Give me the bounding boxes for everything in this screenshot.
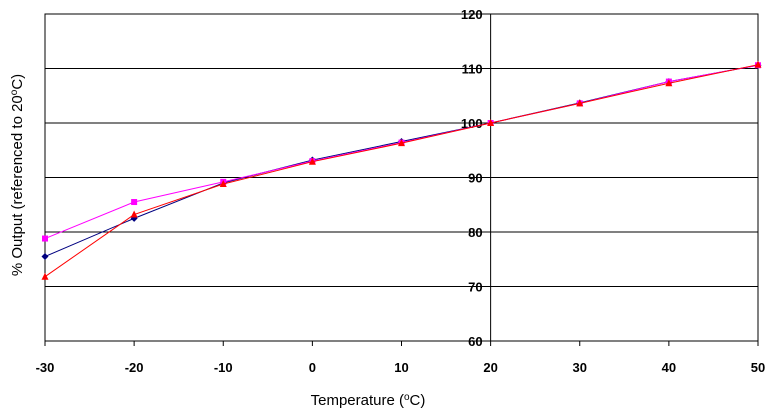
data-point: [42, 235, 48, 242]
y-tick-label: 110: [462, 62, 483, 77]
y-tick-label: 70: [468, 280, 482, 295]
series-1: [41, 61, 762, 261]
grid-lines: [45, 68, 758, 287]
data-point: [754, 60, 762, 68]
y-axis-ticks: 60 70 80 90 100 110 120: [461, 7, 491, 349]
series-layer: [41, 60, 762, 280]
y-tick-label: 100: [461, 116, 483, 131]
data-point: [576, 99, 584, 107]
series-2: [42, 62, 761, 242]
x-tick-label: 40: [662, 360, 676, 375]
data-point: [41, 253, 49, 261]
data-point: [487, 119, 495, 126]
x-tick-label: 30: [573, 360, 587, 375]
data-point: [665, 79, 673, 87]
x-axis-title: Temperature (oC): [311, 392, 426, 410]
x-tick-label: -30: [36, 360, 55, 375]
data-point: [130, 210, 138, 218]
x-tick-label: -10: [214, 360, 233, 375]
series-line: [44, 64, 759, 278]
y-tick-label: 120: [461, 7, 483, 22]
x-tick-label: 10: [394, 360, 408, 375]
y-tick-label: 60: [468, 334, 482, 349]
x-tick-label: -20: [125, 360, 144, 375]
series-line: [44, 64, 759, 240]
data-point: [131, 199, 138, 206]
x-axis-ticks: -30 -20 -10 0 10 20 30 40 50: [36, 341, 765, 375]
data-point: [219, 180, 227, 188]
x-tick-label: 20: [483, 360, 497, 375]
series-line: [44, 64, 759, 257]
data-point: [398, 139, 405, 147]
y-tick-label: 80: [468, 225, 482, 240]
x-tick-label: 50: [751, 360, 765, 375]
data-point: [308, 157, 316, 165]
y-axis-title: % Output (referenced to 20oC): [9, 74, 27, 276]
y-tick-label: 90: [468, 171, 482, 186]
series-3: [41, 60, 762, 280]
data-point: [41, 272, 49, 280]
x-tick-label: 0: [309, 360, 316, 375]
